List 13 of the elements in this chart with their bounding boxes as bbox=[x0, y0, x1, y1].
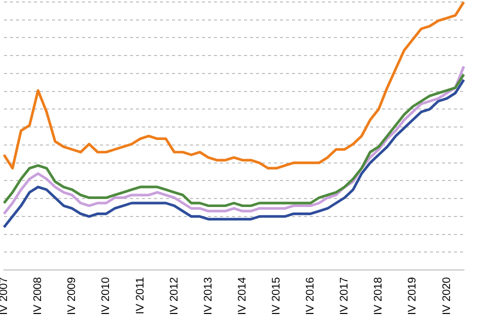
x-tick-label: IV 2011 bbox=[134, 277, 146, 314]
x-tick-label: IV 2019 bbox=[406, 277, 419, 315]
x-tick-label: IV 2010 bbox=[100, 277, 112, 315]
x-tick-label: IV 2020 bbox=[440, 277, 453, 315]
x-tick-label: IV 2018 bbox=[372, 277, 385, 315]
x-tick-label: IV 2014 bbox=[236, 277, 248, 315]
x-tick-label: IV 2008 bbox=[32, 277, 44, 315]
x-tick-label: IV 2009 bbox=[66, 277, 78, 315]
x-tick-label: IV 2015 bbox=[270, 277, 283, 315]
x-tick-label: IV 2017 bbox=[338, 277, 351, 315]
x-tick-label: IV 2013 bbox=[202, 277, 214, 315]
x-tick-label: IV 2016 bbox=[304, 277, 317, 315]
x-tick-label: IV 2012 bbox=[168, 277, 180, 315]
